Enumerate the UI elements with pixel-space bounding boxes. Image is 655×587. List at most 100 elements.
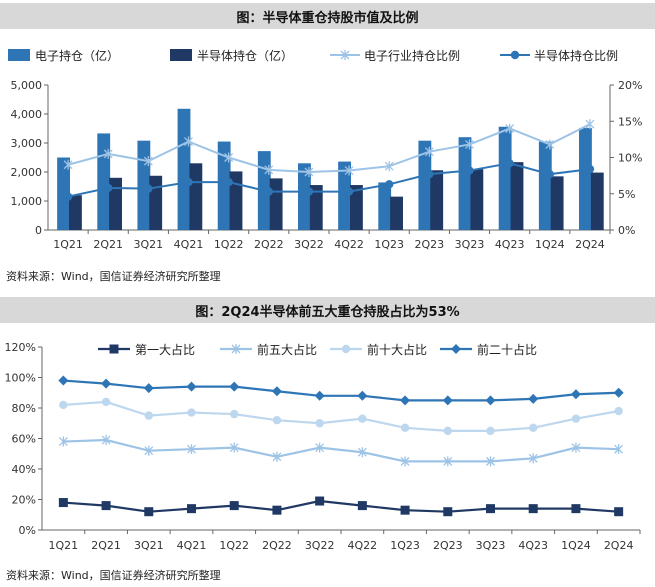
marker-top1	[400, 505, 410, 515]
marker-top5	[229, 442, 239, 453]
x-tick-label: 4Q21	[177, 539, 207, 552]
bar-electronic	[338, 161, 351, 230]
bar-electronic	[538, 141, 552, 230]
marker-top5	[357, 447, 367, 458]
marker-electronic-ratio	[505, 123, 515, 134]
x-tick-label: 3Q23	[476, 539, 506, 552]
marker-top1	[187, 504, 196, 514]
legend-electronic-holdings-swatch	[8, 49, 30, 61]
marker-top20	[314, 390, 325, 401]
x-tick-label: 1Q21	[49, 539, 79, 552]
line-top20	[63, 379, 619, 402]
marker-top10	[144, 411, 153, 420]
marker-top20	[58, 375, 69, 386]
marker-top10	[486, 426, 495, 436]
marker-electronic-ratio	[585, 119, 595, 130]
x-tick-label: 2Q22	[254, 238, 284, 251]
right-tick-label: 20%	[618, 79, 642, 92]
legend-semi-ratio-marker	[510, 50, 520, 60]
bar-semiconductor	[229, 171, 243, 230]
x-tick-label: 2Q21	[93, 238, 123, 251]
marker-semiconductor-ratio	[385, 180, 394, 189]
bar-semiconductor	[149, 175, 163, 230]
x-tick-label: 1Q23	[390, 539, 420, 552]
bar-semiconductor	[470, 169, 484, 230]
chart1-svg: 0 1,000 2,000 3,000 4,000 5,000 0% 5% 10% 15% 20% 1…	[8, 48, 642, 251]
marker-top5	[400, 456, 410, 467]
bar-electronic	[498, 126, 512, 230]
right-tick-label: 10%	[618, 152, 642, 165]
marker-top10	[358, 414, 367, 423]
marker-top5	[144, 445, 154, 456]
marker-top1	[272, 505, 282, 515]
marker-semiconductor-ratio	[465, 166, 474, 175]
legend-top1-marker	[109, 344, 119, 354]
marker-electronic-ratio	[143, 156, 153, 167]
marker-top10	[443, 426, 452, 436]
marker-semiconductor-ratio	[104, 183, 113, 193]
line-top5	[63, 438, 619, 463]
marker-electronic-ratio	[184, 136, 193, 147]
bar-electronic	[177, 108, 191, 230]
x-tick-label: 1Q24	[561, 539, 591, 552]
marker-electronic-ratio	[465, 139, 474, 150]
marker-top20	[143, 383, 154, 394]
right-tick-label: 0%	[618, 224, 635, 237]
marker-semiconductor-ratio	[545, 169, 554, 179]
y-tick-label: 0%	[19, 524, 36, 537]
marker-top1	[443, 507, 453, 517]
chart2-source: 资料来源：Wind，国信证券经济研究所整理	[6, 569, 221, 582]
legend-electronic-holdings: 电子持仓（亿）	[35, 48, 119, 63]
marker-top1	[528, 504, 538, 514]
marker-top1	[315, 496, 325, 506]
marker-semiconductor-ratio	[505, 159, 514, 168]
marker-top10	[529, 423, 538, 433]
marker-electronic-ratio	[103, 148, 113, 159]
marker-top10	[230, 409, 239, 419]
marker-top20	[570, 389, 581, 400]
marker-semiconductor-ratio	[144, 184, 153, 193]
marker-top20	[528, 393, 539, 404]
chart1-source: 资料来源：Wind，国信证券经济研究所整理	[6, 270, 221, 283]
bar-semiconductor	[430, 170, 444, 230]
bar-electronic	[57, 157, 70, 230]
marker-semiconductor-ratio	[224, 177, 233, 187]
x-tick-label: 4Q23	[518, 539, 548, 552]
x-tick-label: 2Q23	[415, 238, 445, 251]
x-tick-label: 1Q23	[374, 238, 404, 251]
line-semiconductor-ratio	[67, 162, 591, 198]
marker-top1	[58, 498, 68, 508]
legend-semi-ratio: 半导体持仓比例	[534, 48, 618, 63]
marker-top1	[486, 504, 495, 514]
x-tick-label: 4Q23	[495, 238, 525, 251]
x-tick-label: 3Q23	[455, 238, 485, 251]
marker-semiconductor-ratio	[425, 169, 434, 179]
marker-semiconductor-ratio	[184, 177, 193, 187]
bar-semiconductor	[510, 162, 524, 230]
marker-top20	[101, 378, 112, 389]
marker-top1	[229, 501, 239, 511]
left-tick-label: 2,000	[11, 166, 43, 179]
marker-top5	[187, 444, 196, 455]
x-tick-label: 2Q24	[575, 238, 605, 251]
x-tick-label: 4Q21	[174, 238, 204, 251]
bar-semiconductor	[309, 185, 323, 230]
left-tick-label: 3,000	[11, 137, 43, 150]
left-tick-label: 1,000	[11, 195, 43, 208]
marker-top5	[58, 436, 68, 447]
bar-semiconductor	[349, 185, 363, 230]
marker-top5	[614, 444, 624, 455]
legend-top10: 前十大占比	[367, 342, 427, 357]
y-tick-label: 60%	[12, 433, 36, 446]
marker-top5	[443, 456, 453, 467]
marker-electronic-ratio	[545, 139, 555, 150]
marker-top1	[571, 504, 581, 514]
marker-top10	[59, 400, 68, 410]
x-tick-label: 1Q22	[214, 238, 244, 251]
bar-electronic	[97, 133, 111, 230]
y-tick-label: 20%	[12, 494, 36, 507]
bar-semiconductor	[590, 172, 604, 230]
legend-top10-marker	[341, 344, 351, 354]
right-tick-label: 15%	[618, 115, 642, 128]
y-tick-label: 40%	[12, 463, 36, 476]
